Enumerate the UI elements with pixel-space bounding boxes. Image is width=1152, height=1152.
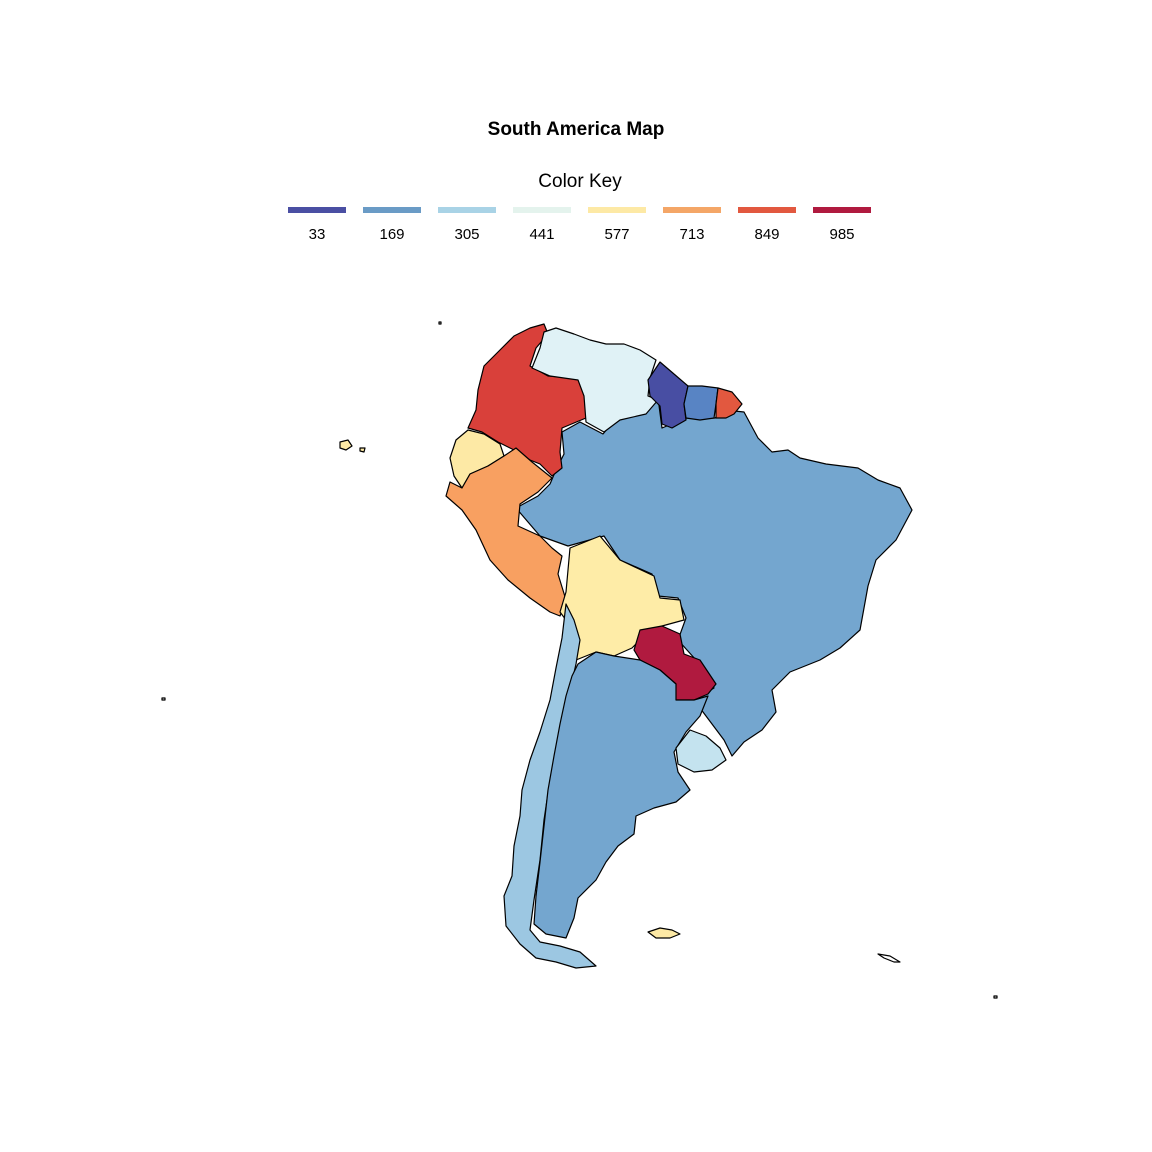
legend-swatch <box>588 207 646 213</box>
legend-swatch <box>738 207 796 213</box>
region-uruguay <box>675 729 727 773</box>
region-peru <box>445 447 567 617</box>
legend-label: 577 <box>604 226 630 243</box>
region-suriname <box>683 385 719 421</box>
region-islet <box>993 995 998 999</box>
legend-swatch <box>663 207 721 213</box>
region-islet <box>161 697 166 701</box>
legend-label: 33 <box>308 226 326 243</box>
legend-label: 985 <box>829 226 855 243</box>
region-colombia <box>467 323 587 477</box>
legend-swatch <box>363 207 421 213</box>
region-galapagos <box>339 439 366 453</box>
legend-title: Color Key <box>538 171 622 192</box>
legend-swatch <box>288 207 346 213</box>
region-argentina <box>533 651 709 939</box>
region-guyana <box>647 361 689 429</box>
legend-swatch <box>513 207 571 213</box>
legend-swatch <box>438 207 496 213</box>
legend-label: 169 <box>379 226 405 243</box>
region-falklands <box>647 927 681 939</box>
legend-label: 713 <box>679 226 705 243</box>
legend-label: 441 <box>529 226 555 243</box>
legend-label: 849 <box>754 226 780 243</box>
region-south-georgia <box>877 953 901 963</box>
legend-label: 305 <box>454 226 480 243</box>
legend-swatch <box>813 207 871 213</box>
map-title: South America Map <box>487 119 665 140</box>
region-islet <box>438 321 442 325</box>
region-french-guiana <box>715 387 743 419</box>
